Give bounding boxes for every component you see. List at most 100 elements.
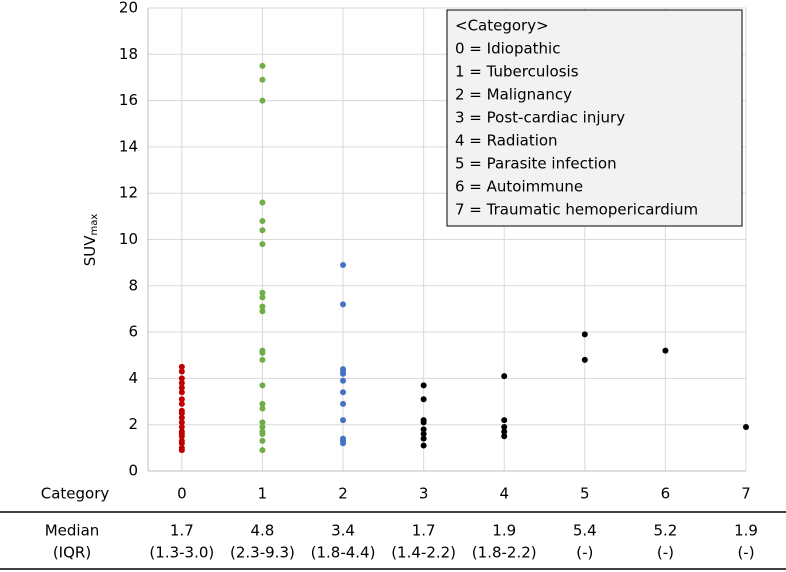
point: [178, 400, 185, 407]
point: [662, 347, 669, 354]
point: [259, 303, 266, 310]
x-tick-label: 7: [741, 485, 751, 503]
table-iqr: (2.3-9.3): [230, 544, 295, 562]
y-tick-label: 0: [128, 462, 138, 480]
legend-entry: 7 = Traumatic hemopericardium: [455, 201, 698, 219]
point: [178, 363, 185, 370]
x-tick-label: 0: [177, 485, 187, 503]
point: [178, 384, 185, 391]
point: [420, 426, 427, 433]
point: [259, 294, 266, 301]
legend-entry: 1 = Tuberculosis: [455, 63, 579, 81]
point: [259, 424, 266, 431]
point: [178, 419, 185, 426]
point: [340, 301, 347, 308]
y-tick-label: 14: [119, 137, 138, 155]
point: [259, 241, 266, 248]
table-iqr: (1.4-2.2): [391, 544, 456, 562]
table-median: 3.4: [331, 522, 355, 540]
point: [501, 373, 508, 380]
point: [501, 424, 508, 431]
point: [420, 419, 427, 426]
point: [340, 389, 347, 396]
point: [581, 331, 588, 338]
table-median: 1.9: [734, 522, 758, 540]
point: [178, 380, 185, 387]
point: [259, 76, 266, 83]
point: [259, 382, 266, 389]
point: [340, 440, 347, 447]
y-tick-label: 4: [128, 369, 138, 387]
point: [581, 356, 588, 363]
point: [259, 356, 266, 363]
point: [420, 435, 427, 442]
point: [259, 447, 266, 454]
x-tick-label: 6: [661, 485, 671, 503]
y-axis-label: SUVmax: [81, 214, 101, 267]
point: [259, 217, 266, 224]
table-iqr: (1.3-3.0): [149, 544, 214, 562]
point: [259, 62, 266, 69]
point: [259, 308, 266, 315]
x-axis-label: Category: [41, 485, 110, 503]
point: [178, 396, 185, 403]
point: [420, 396, 427, 403]
table-median: 1.9: [492, 522, 516, 540]
point: [501, 417, 508, 424]
point: [178, 414, 185, 421]
point: [178, 368, 185, 375]
point: [340, 417, 347, 424]
point: [259, 97, 266, 104]
table-median: 4.8: [251, 522, 275, 540]
point: [259, 419, 266, 426]
table-median: 5.2: [653, 522, 677, 540]
y-axis-label-main: SUV: [81, 235, 99, 267]
point: [178, 375, 185, 382]
point: [259, 430, 266, 437]
point: [501, 428, 508, 435]
legend-entry: 0 = Idiopathic: [455, 40, 560, 58]
table-iqr: (1.8-4.4): [311, 544, 376, 562]
y-tick-label: 8: [128, 276, 138, 294]
x-tick-label: 3: [419, 485, 429, 503]
point: [178, 447, 185, 454]
table-iqr: (-): [737, 544, 754, 562]
y-tick-label: 6: [128, 323, 138, 341]
y-tick-label: 10: [119, 230, 138, 248]
legend-entry: 6 = Autoimmune: [455, 178, 583, 196]
point: [178, 424, 185, 431]
point: [259, 437, 266, 444]
point: [178, 389, 185, 396]
point: [259, 400, 266, 407]
y-tick-label: 16: [119, 91, 138, 109]
point: [420, 430, 427, 437]
point: [340, 261, 347, 268]
point: [259, 227, 266, 234]
legend-entry: 5 = Parasite infection: [455, 155, 617, 173]
y-tick-label: 12: [119, 184, 138, 202]
point: [340, 377, 347, 384]
y-tick-label: 2: [128, 415, 138, 433]
legend-title: <Category>: [455, 17, 549, 35]
x-tick-label: 4: [499, 485, 509, 503]
point: [340, 370, 347, 377]
point: [259, 289, 266, 296]
table-iqr: (-): [657, 544, 674, 562]
table-median: 5.4: [573, 522, 597, 540]
y-tick-label: 18: [119, 45, 138, 63]
point: [420, 382, 427, 389]
legend-box: [446, 9, 743, 227]
table-row-label: Median: [45, 522, 100, 540]
point: [259, 405, 266, 412]
x-tick-label: 2: [338, 485, 348, 503]
point: [178, 433, 185, 440]
table-iqr: (-): [576, 544, 593, 562]
legend-entry: 4 = Radiation: [455, 132, 558, 150]
x-tick-label: 5: [580, 485, 590, 503]
table-median: 1.7: [170, 522, 194, 540]
point: [420, 442, 427, 449]
point: [178, 410, 185, 417]
table-row-sublabel: (IQR): [53, 544, 91, 562]
legend-entry: 2 = Malignancy: [455, 86, 572, 104]
